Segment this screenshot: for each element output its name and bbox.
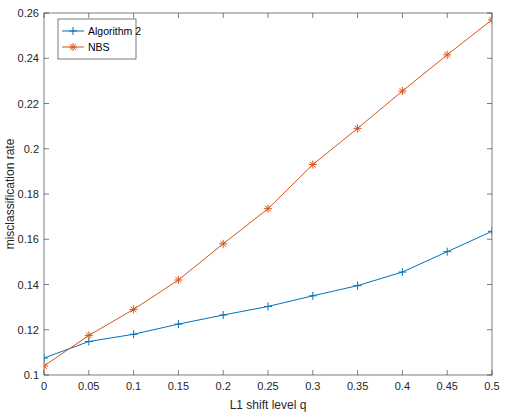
y-tick-label: 0.2 [24, 143, 39, 155]
y-tick-label: 0.22 [18, 98, 39, 110]
y-tick [44, 239, 49, 240]
series-marker [219, 311, 227, 319]
x-tick [402, 370, 403, 375]
x-tick [223, 370, 224, 375]
series-marker [309, 161, 317, 169]
y-tick-label: 0.26 [18, 7, 39, 19]
x-tick-label: 0.3 [305, 380, 320, 392]
series-marker [219, 240, 227, 248]
legend-label: NBS [88, 41, 110, 53]
x-tick-label: 0.5 [484, 380, 499, 392]
legend-label: Algorithm 2 [88, 25, 141, 37]
series-marker [488, 227, 492, 235]
x-tick-top [133, 13, 134, 18]
series-marker [488, 16, 492, 24]
x-tick-top [312, 13, 313, 18]
series-line [44, 20, 492, 366]
x-tick-top [178, 13, 179, 18]
y-tick [44, 148, 49, 149]
y-tick [44, 284, 49, 285]
legend-marker [69, 43, 77, 51]
series-marker [130, 330, 138, 338]
series-marker [174, 320, 182, 328]
y-tick [44, 58, 49, 59]
background [0, 0, 530, 420]
x-tick [447, 370, 448, 375]
series-marker [354, 282, 362, 290]
y-tick-right [487, 194, 492, 195]
y-tick [44, 194, 49, 195]
y-tick-label: 0.24 [18, 52, 39, 64]
series-marker [443, 51, 451, 59]
plot-area [44, 13, 492, 375]
legend: Algorithm 2 NBS [58, 19, 141, 59]
y-tick-right [487, 103, 492, 104]
series-marker [398, 268, 406, 276]
x-tick-top [357, 13, 358, 18]
x-tick-label: 0.25 [257, 380, 278, 392]
y-tick-right [487, 58, 492, 59]
y-tick-label: 0.16 [18, 233, 39, 245]
x-tick [178, 370, 179, 375]
x-tick [133, 370, 134, 375]
x-tick [88, 370, 89, 375]
series-marker [264, 302, 272, 310]
x-tick [312, 370, 313, 375]
x-tick-top [447, 13, 448, 18]
y-tick-label: 0.14 [18, 279, 39, 291]
y-tick-right [487, 329, 492, 330]
y-axis-label: misclassification rate [3, 138, 17, 249]
series-marker [354, 124, 362, 132]
series-line [44, 231, 492, 358]
x-tick-top [402, 13, 403, 18]
y-tick-label: 0.12 [18, 324, 39, 336]
x-tick [357, 370, 358, 375]
series-marker [398, 87, 406, 95]
x-tick-label: 0 [41, 380, 47, 392]
x-tick [268, 370, 269, 375]
chart: 0 0.05 0.1 0.15 0.2 0.25 0.3 0.35 0.4 0.45 0.5 0.1 0… [0, 0, 530, 420]
series-marker [130, 305, 138, 313]
x-axis-label: L1 shift level q [230, 398, 307, 412]
series-marker [264, 205, 272, 213]
y-tick-right [487, 239, 492, 240]
series-marker [44, 362, 48, 370]
series-marker [309, 292, 317, 300]
x-tick-label: 0.15 [168, 380, 189, 392]
x-tick-label: 0.2 [216, 380, 231, 392]
plot-group [44, 16, 492, 370]
series-marker [443, 248, 451, 256]
x-tick-label: 0.35 [347, 380, 368, 392]
axes-frame [44, 13, 492, 375]
y-tick-right [487, 148, 492, 149]
y-tick [44, 329, 49, 330]
y-tick-right [487, 284, 492, 285]
y-tick-label: 0.1 [24, 369, 39, 381]
x-tick-label: 0.4 [395, 380, 410, 392]
x-tick-label: 0.1 [126, 380, 141, 392]
series-marker [174, 276, 182, 284]
y-tick [44, 103, 49, 104]
y-tick-label: 0.18 [18, 188, 39, 200]
series-marker [44, 354, 48, 362]
series-marker [85, 331, 93, 339]
x-tick-top [88, 13, 89, 18]
x-tick-top [268, 13, 269, 18]
x-tick-label: 0.05 [78, 380, 99, 392]
x-tick-top [223, 13, 224, 18]
x-tick-label: 0.45 [436, 380, 457, 392]
legend-marker [69, 27, 77, 35]
